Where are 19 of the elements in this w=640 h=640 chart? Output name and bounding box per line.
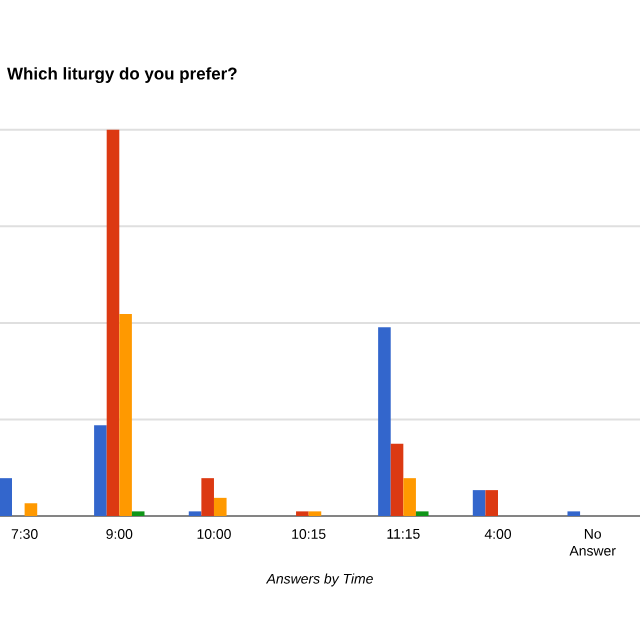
bar <box>415 511 429 517</box>
bar <box>378 327 391 517</box>
bar <box>567 511 581 517</box>
bar <box>308 511 322 517</box>
chart-title: Which liturgy do you prefer? <box>7 67 237 84</box>
bar <box>296 511 309 517</box>
bar <box>390 443 404 517</box>
bar <box>24 503 38 517</box>
bar <box>188 511 202 517</box>
bar <box>94 425 107 517</box>
bar <box>472 490 486 517</box>
bar <box>119 314 132 517</box>
bar <box>485 490 499 517</box>
bar <box>403 478 416 517</box>
bar <box>131 511 145 517</box>
bar <box>106 129 120 517</box>
bar <box>0 478 13 517</box>
bar <box>213 497 227 517</box>
bar <box>201 478 214 517</box>
